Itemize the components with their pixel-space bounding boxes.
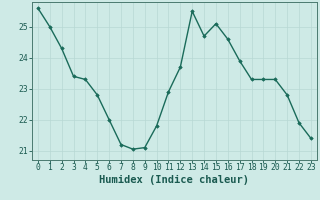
X-axis label: Humidex (Indice chaleur): Humidex (Indice chaleur) — [100, 175, 249, 185]
